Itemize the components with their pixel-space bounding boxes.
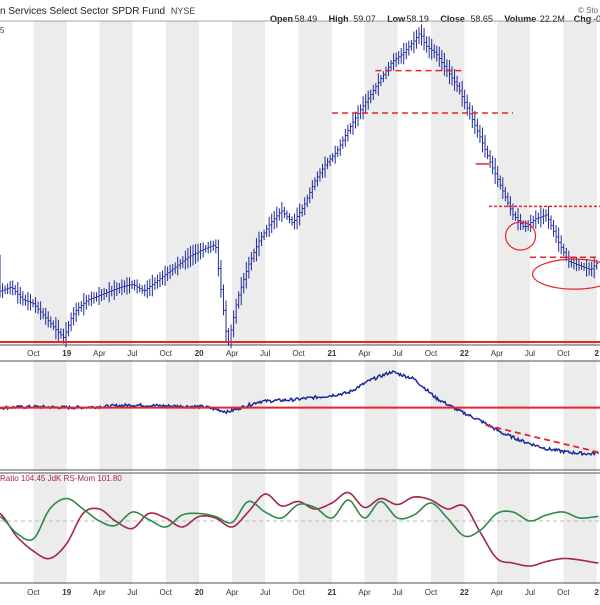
shade-band (364, 21, 398, 345)
ohlc-value: -0 (593, 14, 600, 24)
ohlc-value: 58.19 (406, 14, 429, 24)
chart-title: n Services Select Sector SPDR Fund NYSE (0, 6, 195, 17)
ohlc-label: Close (440, 14, 465, 24)
shade-band (563, 473, 597, 584)
shade-band (496, 21, 530, 345)
shade-band (496, 360, 530, 471)
x-tick-label: Oct (27, 349, 40, 358)
x-tick-label: Oct (557, 588, 570, 597)
ohlc-value: 58.49 (295, 14, 318, 24)
shade-band (232, 360, 266, 471)
shade-band (165, 473, 200, 584)
x-tick-label: Jul (392, 349, 402, 358)
ohlc-label: Chg (574, 14, 592, 24)
x-tick-label: 19 (62, 349, 71, 358)
x-tick-label: 22 (460, 349, 469, 358)
x-tick-label: Apr (226, 588, 239, 597)
shade-band (99, 360, 133, 471)
ohlc-label: High (329, 14, 349, 24)
pattern-ellipse (504, 221, 537, 251)
shade-band (298, 473, 332, 584)
price-annotations (0, 69, 600, 343)
shade-band (33, 473, 67, 584)
x-tick-label: Apr (491, 349, 504, 358)
x-tick-label: 21 (327, 349, 336, 358)
price-series (0, 24, 599, 349)
x-tick-label: Oct (557, 349, 570, 358)
x-tick-label: Apr (93, 588, 106, 597)
y-scale-label: 5 (0, 26, 5, 35)
x-tick-label: Oct (27, 588, 40, 597)
rs-momentum-line (0, 497, 599, 542)
watermark: © Sto (578, 6, 599, 15)
x-tick-label: Apr (358, 349, 371, 358)
x-tick-label: Apr (491, 588, 504, 597)
x-tick-label: Oct (160, 349, 173, 358)
ohlc-label: Low (387, 14, 406, 24)
x-axis-lower: Oct 19 Apr Jul Oct 20 Apr Jul Oct 21 Apr Jul Oct 22 Ap… (27, 588, 599, 597)
ohlc-label: Open (270, 14, 293, 24)
shade-band (33, 360, 67, 471)
rs-annotations (0, 406, 600, 454)
x-tick-label: 2 (595, 588, 600, 597)
x-tick-label: Jul (525, 588, 535, 597)
shade-band (430, 21, 465, 345)
x-tick-label: 2 (595, 349, 600, 358)
x-tick-label: Jul (127, 349, 137, 358)
shade-band (232, 21, 266, 345)
shade-band (364, 360, 398, 471)
x-tick-label: 21 (327, 588, 336, 597)
rrg-series (0, 491, 600, 567)
x-tick-label: Apr (358, 588, 371, 597)
ohlc-readout: Open 58.49 High 59.07 Low 58.19 Close 58.65 Volu… (270, 14, 600, 24)
x-tick-label: Apr (93, 349, 106, 358)
year-shading (33, 21, 597, 584)
x-tick-label: Oct (425, 349, 438, 358)
shade-band (430, 360, 465, 471)
shade-band (298, 360, 332, 471)
ohlc-value: 59.07 (353, 14, 376, 24)
x-tick-label: Jul (260, 349, 270, 358)
shade-band (165, 21, 200, 345)
x-axis-upper: Oct 19 Apr Jul Oct 20 Apr Jul Oct 21 Apr Jul Oct 22 Ap… (27, 349, 599, 358)
shade-band (563, 21, 597, 345)
shade-band (364, 473, 398, 584)
x-tick-label: Oct (292, 588, 305, 597)
x-tick-label: Jul (392, 588, 402, 597)
rs-ratio-line (0, 491, 599, 567)
pattern-ellipse (532, 258, 600, 290)
x-tick-label: Jul (525, 349, 535, 358)
ohlc-label: Volume (504, 14, 536, 24)
shade-band (33, 21, 67, 345)
x-tick-label: 20 (195, 588, 204, 597)
x-tick-label: Oct (292, 349, 305, 358)
ohlc-value: 58.65 (470, 14, 493, 24)
x-tick-label: Apr (226, 349, 239, 358)
x-tick-label: 22 (460, 588, 469, 597)
x-tick-label: Oct (160, 588, 173, 597)
shade-band (496, 473, 530, 584)
shade-band (430, 473, 465, 584)
x-tick-label: 19 (62, 588, 71, 597)
x-tick-label: 20 (195, 349, 204, 358)
x-tick-label: Jul (127, 588, 137, 597)
x-tick-label: Oct (425, 588, 438, 597)
x-tick-label: Jul (260, 588, 270, 597)
shade-band (165, 360, 200, 471)
shade-band (232, 473, 266, 584)
ohlc-value: 22.2M (540, 14, 565, 24)
indicator-legend: Ratio 104.45 JdK RS-Mom 101.80 (0, 474, 122, 483)
